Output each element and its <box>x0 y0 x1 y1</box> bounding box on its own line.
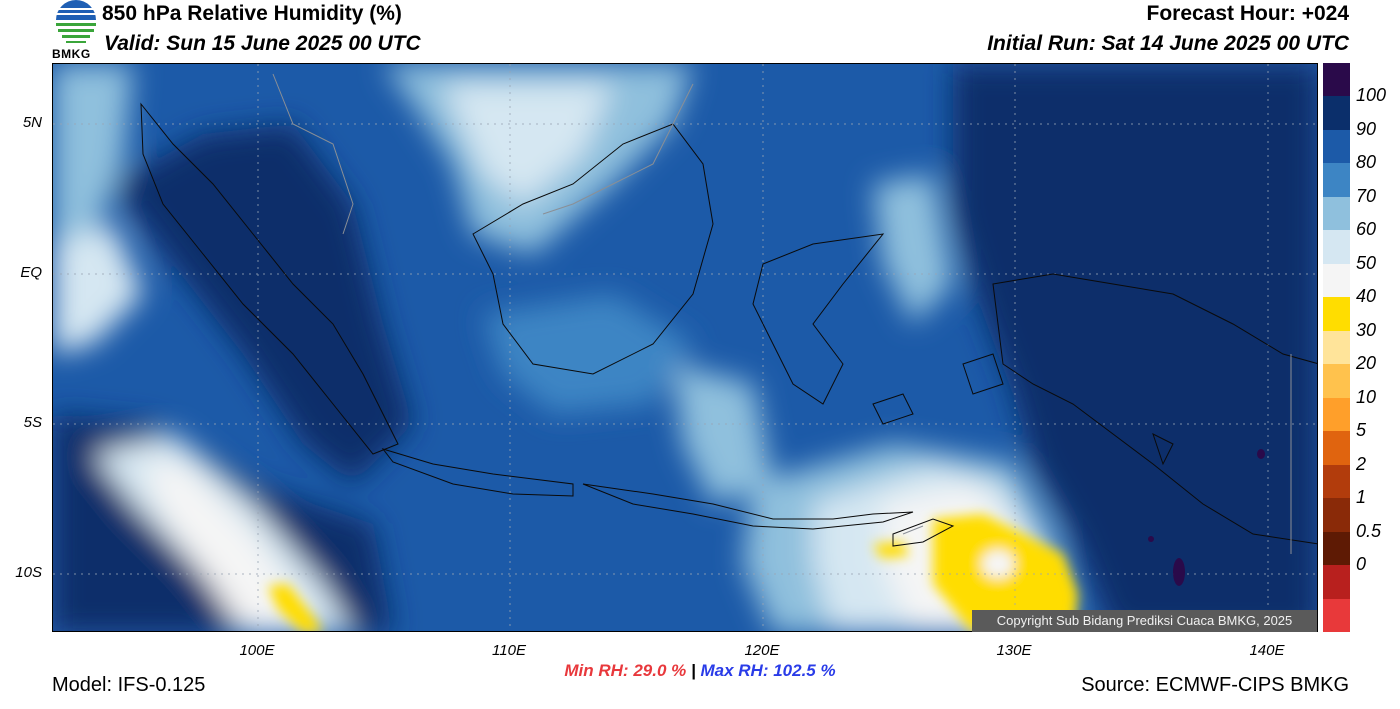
colorbar-segment <box>1323 96 1350 131</box>
colorbar-segment <box>1323 498 1350 533</box>
colorbar-segment <box>1323 297 1350 332</box>
colorbar-label: 20 <box>1356 353 1377 374</box>
colorbar-segment <box>1323 263 1350 298</box>
forecast-hour: Forecast Hour: +024 <box>1146 2 1350 25</box>
colorbar-segment <box>1323 63 1350 97</box>
lat-label-eq: EQ <box>20 264 42 281</box>
colorbar-segment <box>1323 163 1350 198</box>
colorbar-label: 80 <box>1356 152 1377 173</box>
humidity-map[interactable] <box>52 63 1318 632</box>
colorbar-segment <box>1323 565 1350 600</box>
lat-label-5s: 5S <box>23 414 42 431</box>
colorbar-segment <box>1323 230 1350 265</box>
lon-label-120e: 120E <box>744 642 780 659</box>
max-rh: Max RH: 102.5 % <box>700 661 836 680</box>
separator: | <box>690 661 696 680</box>
colorbar-label: 1 <box>1356 487 1367 508</box>
lat-label-5n: 5N <box>22 114 42 131</box>
grid-lines <box>53 64 1317 631</box>
lat-label-10s: 10S <box>15 564 42 581</box>
valid-time: Valid: Sun 15 June 2025 00 UTC <box>104 32 421 55</box>
model-label: Model: IFS-0.125 <box>52 674 206 696</box>
map-title: 850 hPa Relative Humidity (%) <box>102 2 402 25</box>
min-max-rh: Min RH: 29.0 % | Max RH: 102.5 % <box>0 661 1400 681</box>
colorbar-segment <box>1323 196 1350 231</box>
colorbar-segment <box>1323 531 1350 566</box>
colorbar-label: 40 <box>1356 286 1377 307</box>
min-rh: Min RH: 29.0 % <box>564 661 687 680</box>
source-label: Source: ECMWF-CIPS BMKG <box>1081 674 1349 696</box>
lon-label-140e: 140E <box>1249 642 1285 659</box>
bmkg-logo <box>52 0 100 62</box>
colorbar-label: 70 <box>1356 185 1377 206</box>
colorbar-segment <box>1323 431 1350 466</box>
initial-run: Initial Run: Sat 14 June 2025 00 UTC <box>987 32 1349 55</box>
colorbar-label: 5 <box>1356 420 1367 441</box>
copyright-notice: Copyright Sub Bidang Prediksi Cuaca BMKG… <box>972 610 1317 632</box>
colorbar <box>1323 63 1350 633</box>
colorbar-label: 0 <box>1356 554 1367 575</box>
colorbar-label: 0.5 <box>1356 520 1382 541</box>
humidity-field <box>53 64 1317 631</box>
colorbar-label: 60 <box>1356 219 1377 240</box>
coastlines <box>140 102 1317 547</box>
colorbar-segment <box>1323 598 1350 633</box>
colorbar-label: 10 <box>1356 386 1377 407</box>
map-canvas <box>53 64 1317 631</box>
colorbar-segment <box>1323 397 1350 432</box>
colorbar-label: 2 <box>1356 453 1367 474</box>
colorbar-segment <box>1323 129 1350 164</box>
colorbar-label: 50 <box>1356 252 1377 273</box>
max-humidity-spots <box>1148 449 1265 586</box>
lon-label-130e: 130E <box>996 642 1032 659</box>
colorbar-label: 30 <box>1356 319 1377 340</box>
country-borders <box>272 73 1292 554</box>
logo-text: BMKG <box>52 47 91 61</box>
colorbar-segment <box>1323 464 1350 499</box>
lon-label-110e: 110E <box>492 642 526 659</box>
colorbar-segment <box>1323 364 1350 399</box>
colorbar-segment <box>1323 330 1350 365</box>
lon-label-100e: 100E <box>239 642 275 659</box>
colorbar-label: 100 <box>1356 85 1387 106</box>
colorbar-label: 90 <box>1356 118 1377 139</box>
dry-zones <box>268 514 1078 631</box>
